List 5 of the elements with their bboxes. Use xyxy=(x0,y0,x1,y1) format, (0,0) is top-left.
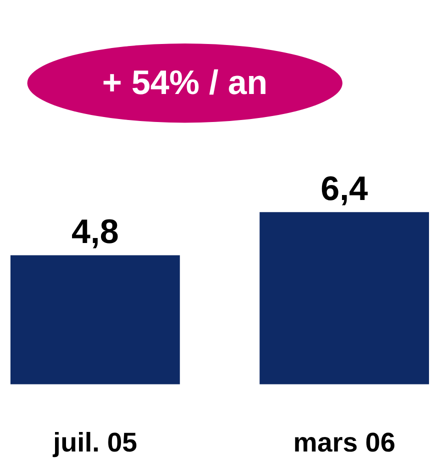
text: + 54% / an xyxy=(102,64,268,102)
x-tick-label: juil. 05 xyxy=(52,428,138,458)
x-tick-label: mars 06 xyxy=(293,428,396,458)
data-label: 4,8 xyxy=(72,213,119,252)
data-label: 6,4 xyxy=(320,170,368,208)
